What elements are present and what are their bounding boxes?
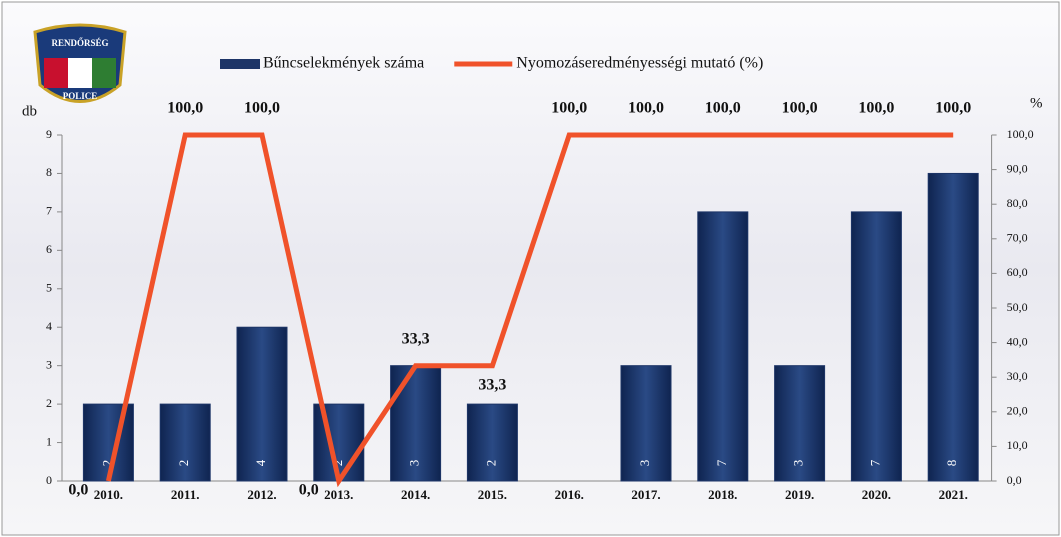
logo-red xyxy=(44,58,68,88)
legend-label: Bűncselekmények száma xyxy=(263,55,424,72)
line-label: 100,0 xyxy=(167,100,203,117)
y2-tick-label: 30,0 xyxy=(1007,369,1028,383)
y2-tick-label: 60,0 xyxy=(1007,265,1028,279)
bar-label: 2 xyxy=(176,460,191,467)
line-label: 100,0 xyxy=(935,100,971,117)
x-tick-label: 2015. xyxy=(478,487,507,502)
legend-swatch xyxy=(220,59,260,69)
bar-label: 7 xyxy=(714,459,729,466)
bar-label: 4 xyxy=(253,459,268,466)
bar xyxy=(851,212,901,481)
y2-tick-label: 80,0 xyxy=(1007,196,1028,210)
x-tick-label: 2017. xyxy=(631,487,660,502)
bar-label: 2 xyxy=(483,460,498,467)
line-label: 100,0 xyxy=(628,100,664,117)
y-tick-label: 7 xyxy=(46,204,52,218)
y-tick-label: 6 xyxy=(46,242,52,256)
bar xyxy=(698,212,748,481)
x-tick-label: 2012. xyxy=(247,487,276,502)
bar-label: 7 xyxy=(867,459,882,466)
x-tick-label: 2014. xyxy=(401,487,430,502)
x-tick-label: 2013. xyxy=(324,487,353,502)
bar xyxy=(467,404,517,481)
line-label: 100,0 xyxy=(705,100,741,117)
line-label: 33,3 xyxy=(478,376,506,393)
y2-axis-title: % xyxy=(1030,95,1043,111)
y-tick-label: 3 xyxy=(46,357,52,371)
x-tick-label: 2011. xyxy=(171,487,200,502)
line-label: 0,0 xyxy=(299,482,319,499)
y2-tick-label: 40,0 xyxy=(1007,334,1028,348)
line-label: 100,0 xyxy=(244,100,280,117)
line-label: 0,0 xyxy=(68,482,88,499)
y-tick-label: 0 xyxy=(46,473,52,487)
x-tick-label: 2016. xyxy=(555,487,584,502)
bar-label: 3 xyxy=(407,460,422,467)
y2-tick-label: 70,0 xyxy=(1007,231,1028,245)
logo-bottom: POLICE xyxy=(63,91,98,101)
logo-green xyxy=(92,58,116,88)
x-tick-label: 2020. xyxy=(862,487,891,502)
y-axis-title: db xyxy=(22,103,37,119)
logo-top: RENDŐRSÉG xyxy=(51,38,108,48)
x-tick-label: 2018. xyxy=(708,487,737,502)
x-tick-label: 2021. xyxy=(939,487,968,502)
line-label: 100,0 xyxy=(858,100,894,117)
logo: RENDŐRSÉG POLICE xyxy=(35,25,125,102)
line-label: 33,3 xyxy=(402,330,430,347)
y-tick-label: 5 xyxy=(46,281,52,295)
y-tick-label: 9 xyxy=(46,127,52,141)
chart: RENDŐRSÉG POLICE db % 01234567890,010,02… xyxy=(0,0,1061,537)
y2-tick-label: 90,0 xyxy=(1007,161,1028,175)
y-tick-label: 4 xyxy=(46,319,52,333)
bar-label: 3 xyxy=(791,460,806,467)
y-tick-label: 2 xyxy=(46,396,52,410)
bar xyxy=(237,327,287,481)
x-tick-label: 2010. xyxy=(94,487,123,502)
line-label: 100,0 xyxy=(551,100,587,117)
bar-label: 8 xyxy=(944,460,959,467)
y2-tick-label: 20,0 xyxy=(1007,404,1028,418)
x-tick-label: 2019. xyxy=(785,487,814,502)
y-tick-label: 1 xyxy=(46,434,52,448)
bar-label: 3 xyxy=(637,460,652,467)
line-label: 100,0 xyxy=(782,100,818,117)
legend-label: Nyomozáseredményességi mutató (%) xyxy=(516,55,763,72)
y2-tick-label: 100,0 xyxy=(1007,127,1034,141)
y2-tick-label: 0,0 xyxy=(1007,473,1022,487)
y2-tick-label: 10,0 xyxy=(1007,438,1028,452)
logo-white xyxy=(68,58,92,88)
y2-tick-label: 50,0 xyxy=(1007,300,1028,314)
bar xyxy=(928,173,978,481)
y-tick-label: 8 xyxy=(46,165,52,179)
bar xyxy=(160,404,210,481)
